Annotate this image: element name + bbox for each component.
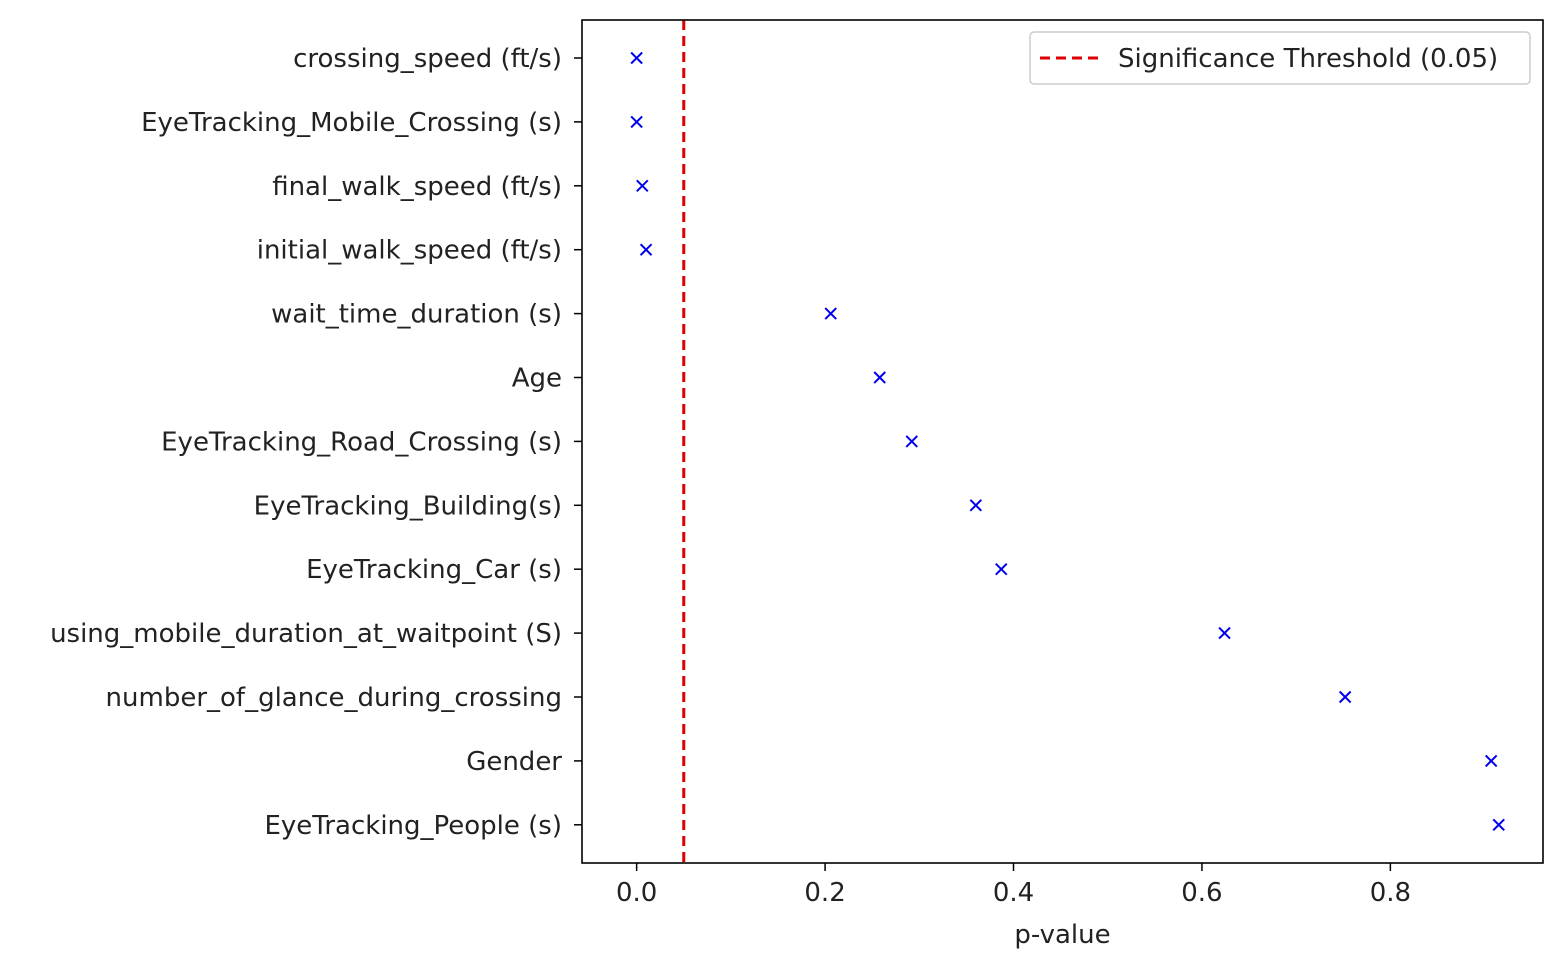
y-tick-label: initial_walk_speed (ft/s) — [257, 236, 562, 266]
x-tick-label: 0.0 — [616, 878, 657, 908]
y-tick-label: EyeTracking_Car (s) — [306, 555, 562, 585]
y-tick-label: EyeTracking_People (s) — [264, 811, 562, 841]
y-tick-label: Gender — [466, 747, 562, 777]
y-tick-label: EyeTracking_Mobile_Crossing (s) — [141, 108, 562, 138]
y-tick-label: EyeTracking_Building(s) — [254, 491, 562, 521]
legend-threshold-label: Significance Threshold (0.05) — [1118, 44, 1498, 74]
data-point-marker — [630, 51, 643, 65]
x-tick-label: 0.2 — [804, 878, 845, 908]
data-point-marker — [1218, 626, 1231, 640]
data-point-marker — [905, 435, 918, 448]
data-point-marker — [636, 179, 649, 193]
axes-frame — [581, 19, 1544, 864]
y-tick-label: Age — [512, 364, 562, 394]
data-point-marker — [1338, 690, 1352, 704]
x-tick-label: 0.8 — [1370, 878, 1411, 908]
x-tick-label: 0.6 — [1181, 878, 1222, 908]
data-point-marker — [630, 115, 643, 129]
y-tick-label: number_of_glance_during_crossing — [106, 683, 562, 713]
data-point-marker — [1492, 818, 1505, 832]
data-point-marker — [969, 499, 983, 512]
legend-box — [1029, 31, 1531, 85]
y-tick-label: crossing_speed (ft/s) — [293, 44, 562, 74]
data-point-marker — [639, 243, 653, 256]
x-tick-label: 0.4 — [993, 878, 1034, 908]
x-axis-title: p-value — [1014, 920, 1110, 950]
legend: Significance Threshold (0.05) — [1029, 31, 1531, 85]
data-point-marker — [873, 371, 886, 384]
y-tick-label: EyeTracking_Road_Crossing (s) — [161, 427, 562, 457]
data-point-marker — [1484, 754, 1498, 768]
tick-layer: 0.0 0.2 0.4 0.6 0.8 crossing_speed (ft/s) EyeT… — [50, 44, 1411, 908]
marker-layer — [630, 51, 1505, 832]
data-point-marker — [824, 307, 837, 320]
y-tick-label: using_mobile_duration_at_waitpoint (S) — [50, 619, 562, 649]
data-point-marker — [995, 562, 1008, 576]
y-tick-label: final_walk_speed (ft/s) — [272, 172, 562, 202]
y-tick-label: wait_time_duration (s) — [271, 300, 562, 330]
